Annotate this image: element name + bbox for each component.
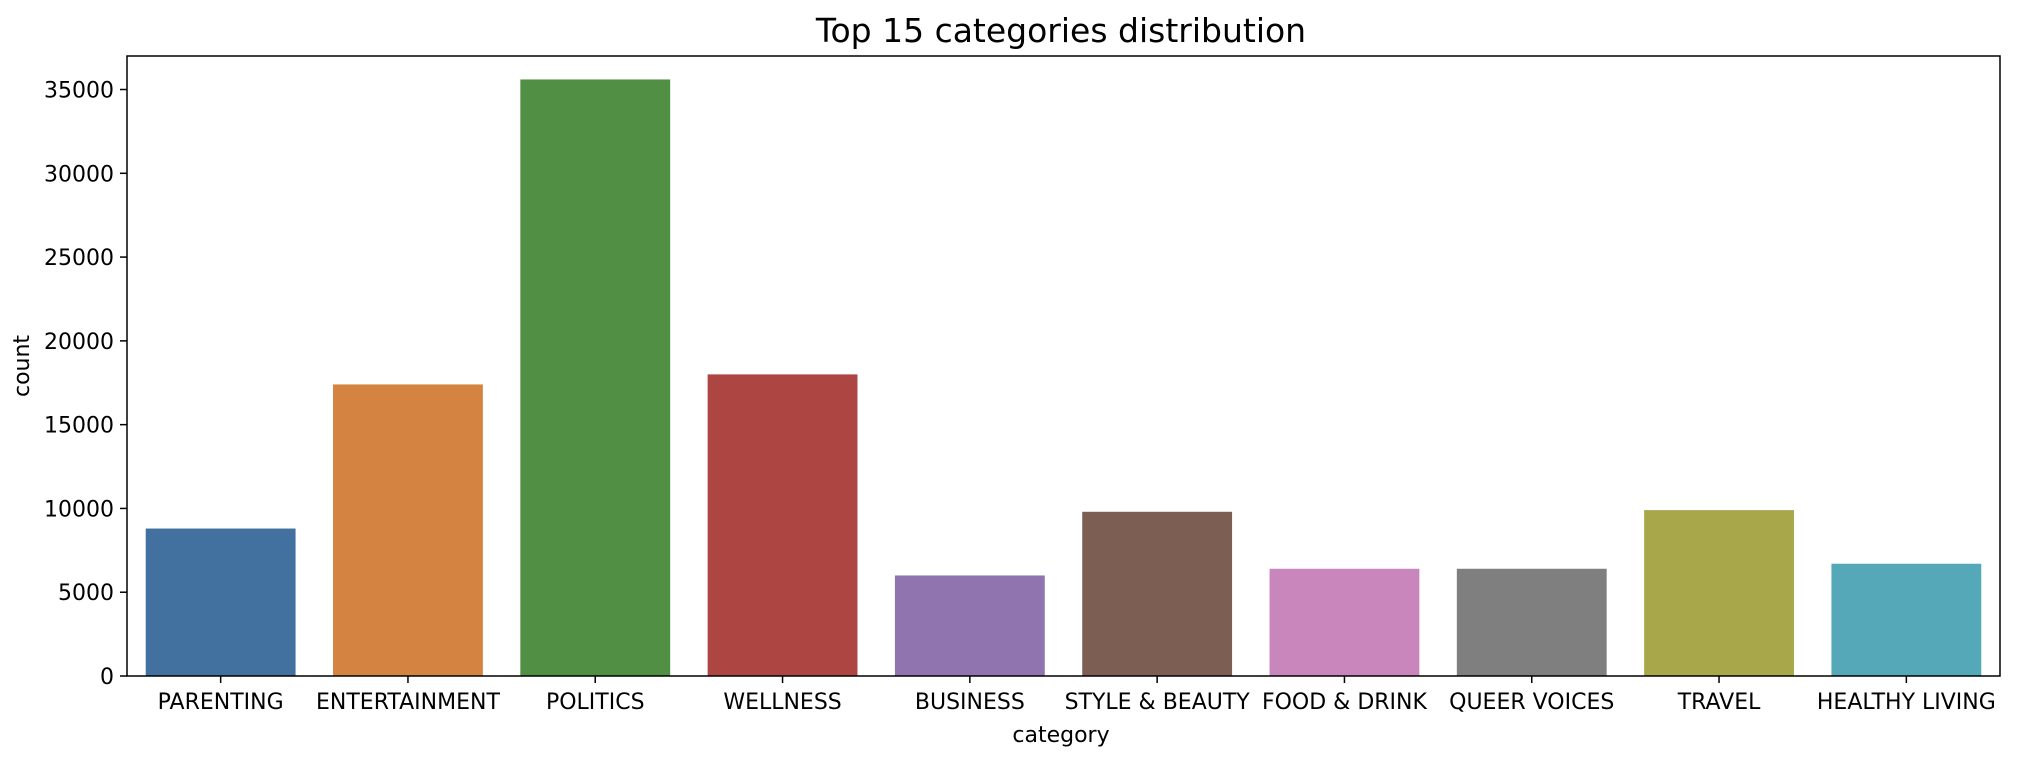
plot-frame [126, 55, 2001, 677]
x-tick-label: STYLE & BEAUTY [1065, 690, 1251, 715]
bar-style-beauty [1082, 511, 1233, 676]
x-tick-label: TRAVEL [1677, 690, 1761, 715]
bar-politics [520, 79, 671, 676]
bar-entertainment [333, 384, 483, 676]
y-axis: 0 5000 10000 15000 20000 25000 30000 35000 [44, 79, 127, 690]
y-tick-label: 0 [100, 665, 114, 690]
y-tick-label: 5000 [58, 581, 114, 606]
x-tick-label: BUSINESS [915, 690, 1025, 715]
x-tick-label: WELLNESS [723, 690, 841, 715]
x-tick-label: ENTERTAINMENT [316, 690, 500, 715]
bar-food-drink [1269, 568, 1420, 676]
y-tick-label: 15000 [44, 414, 114, 439]
y-tick-label: 35000 [44, 79, 114, 104]
x-tick-label: HEALTHY LIVING [1817, 690, 1996, 715]
bars-group [145, 79, 1982, 676]
y-tick-label: 30000 [44, 162, 114, 187]
y-tick-label: 20000 [44, 330, 114, 355]
x-tick-label: QUEER VOICES [1449, 690, 1614, 715]
bar-queer-voices [1456, 568, 1607, 676]
bar-business [894, 575, 1045, 676]
x-tick-label: FOOD & DRINK [1262, 690, 1428, 715]
x-axis-label: category [1012, 723, 1109, 748]
x-axis: PARENTING ENTERTAINMENT POLITICS WELLNESS BU… [158, 676, 1996, 715]
y-tick-label: 10000 [44, 497, 114, 522]
chart-title: Top 15 categories distribution [815, 11, 1306, 50]
x-tick-label: PARENTING [158, 690, 284, 715]
y-tick-label: 25000 [44, 246, 114, 271]
x-tick-label: POLITICS [546, 690, 645, 715]
y-axis-label: count [10, 335, 35, 397]
bar-healthy-living [1831, 563, 1982, 676]
bar-wellness [707, 374, 858, 676]
bar-parenting [145, 528, 296, 676]
bar-travel [1644, 510, 1794, 676]
